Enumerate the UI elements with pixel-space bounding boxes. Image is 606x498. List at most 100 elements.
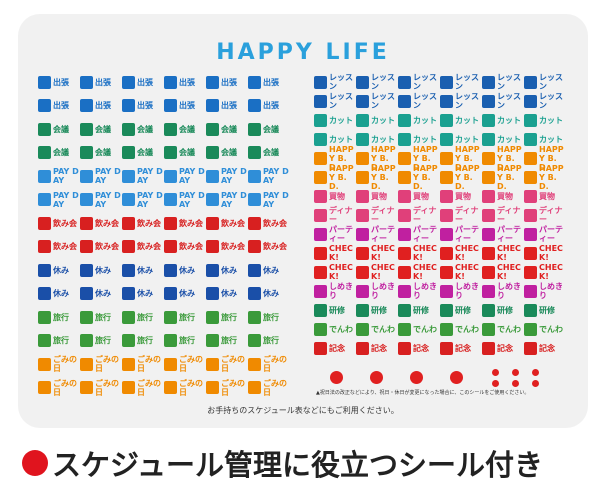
sticker-label: HAPPY B.D.	[539, 163, 564, 191]
sticker-label: 会議	[53, 148, 69, 157]
sticker-icon	[122, 334, 135, 347]
sticker-icon	[398, 170, 411, 184]
sticker: PAY DAY	[38, 190, 79, 210]
sticker-label: HAPPY B.D.	[455, 163, 480, 191]
sticker: ディナー	[440, 205, 481, 225]
sticker-label: CHECK!	[539, 263, 563, 281]
sticker-label: CHECK!	[455, 263, 479, 281]
sticker-icon	[314, 284, 327, 298]
sticker-icon	[314, 246, 327, 260]
sticker-label: CHECK!	[455, 244, 479, 262]
sticker-icon	[482, 170, 495, 184]
sticker-icon	[314, 189, 327, 203]
sticker-icon	[398, 341, 411, 355]
sticker-label: 旅行	[95, 312, 111, 322]
sticker-label: 記念	[539, 343, 555, 353]
sticker-label: しめきり	[371, 282, 395, 300]
sticker: CHECK!	[524, 262, 565, 282]
sticker: 飲み会	[80, 237, 119, 257]
sticker: 飲み会	[206, 237, 245, 257]
sticker-label: カット	[329, 115, 353, 125]
sticker: 記念	[482, 338, 513, 358]
sticker-label: 休み	[221, 289, 237, 298]
sticker-label: 飲み会	[137, 218, 161, 228]
sticker: HAPPY B.D.	[482, 164, 523, 191]
sticker: 旅行	[38, 307, 69, 327]
sticker: ごみの日	[206, 378, 247, 398]
sticker: カット	[524, 129, 563, 149]
sticker-icon	[80, 240, 93, 253]
sticker-label: カット	[455, 134, 479, 144]
sticker-label: HAPPY B.D.	[539, 144, 564, 172]
sticker-icon	[80, 334, 93, 347]
sticker: 飲み会	[38, 213, 77, 233]
sticker: PAY DAY	[248, 166, 289, 186]
sticker-icon	[248, 99, 261, 112]
sticker: 旅行	[164, 331, 195, 351]
sticker-label: 旅行	[263, 336, 279, 345]
sticker: 旅行	[80, 331, 111, 351]
sticker-label: PAY DAY	[179, 190, 205, 209]
sticker: 旅行	[248, 331, 279, 351]
sticker-label: ごみの日	[179, 355, 203, 373]
sticker-icon	[482, 341, 495, 355]
sticker-icon	[524, 246, 537, 260]
sticker: パーティー	[356, 224, 397, 244]
sticker-label: PAY DAY	[137, 167, 163, 185]
sticker: 会議	[38, 143, 69, 163]
sticker-label: でんわ	[371, 324, 395, 334]
sticker-icon	[80, 263, 93, 277]
sticker-icon	[398, 151, 411, 165]
sticker-icon	[206, 240, 219, 253]
sticker: PAY DAY	[206, 190, 247, 210]
sticker: 会議	[206, 119, 237, 139]
sticker: 休み	[206, 260, 237, 280]
sticker-icon	[440, 265, 453, 279]
sticker: 飲み会	[248, 237, 287, 257]
sticker-label: ごみの日	[95, 378, 119, 397]
sticker-icon	[440, 132, 453, 146]
sticker: カット	[314, 110, 353, 130]
sticker-label: ごみの日	[53, 378, 77, 397]
sticker: レッスン	[314, 91, 355, 111]
sticker-icon	[398, 303, 411, 317]
sticker-label: ディナー	[371, 206, 395, 224]
sticker: CHECK!	[440, 262, 481, 282]
sticker-label: でんわ	[413, 324, 437, 334]
sticker-label: 休み	[263, 265, 279, 275]
sticker-label: 飲み会	[137, 242, 161, 251]
sticker: でんわ	[440, 319, 479, 339]
sticker-icon	[164, 169, 177, 183]
sticker-icon	[80, 310, 93, 324]
sticker-label: 研修	[329, 305, 345, 315]
sticker-icon	[482, 75, 495, 89]
sticker-label: 出張	[53, 101, 69, 110]
sticker-icon	[38, 169, 51, 183]
sticker-icon	[440, 151, 453, 165]
sticker: 出張	[206, 72, 237, 92]
sticker-label: HAPPY B.D.	[371, 163, 396, 191]
sticker: 休み	[164, 284, 195, 304]
sticker-label: 出張	[179, 77, 195, 87]
sticker: ごみの日	[122, 378, 163, 398]
sticker-icon	[248, 146, 261, 159]
sticker: ごみの日	[80, 378, 121, 398]
red-dot-sticker	[370, 371, 383, 384]
sticker-label: しめきり	[455, 282, 479, 300]
sticker-label: 休み	[137, 289, 153, 298]
sticker: 記念	[314, 338, 345, 358]
sticker: 研修	[398, 300, 429, 320]
sticker: 旅行	[248, 307, 279, 327]
sticker-label: パーティー	[371, 225, 395, 243]
sticker: HAPPY B.D.	[356, 145, 397, 172]
sticker-label: 出張	[263, 77, 279, 87]
sticker-icon	[314, 265, 327, 279]
sticker: 飲み会	[122, 213, 161, 233]
sticker-icon	[314, 227, 327, 241]
sticker: 飲み会	[38, 237, 77, 257]
sticker: レッスン	[356, 72, 397, 92]
sticker-icon	[440, 322, 453, 336]
sticker-icon	[524, 151, 537, 165]
sticker-icon	[524, 94, 537, 108]
sticker-label: 旅行	[179, 312, 195, 322]
